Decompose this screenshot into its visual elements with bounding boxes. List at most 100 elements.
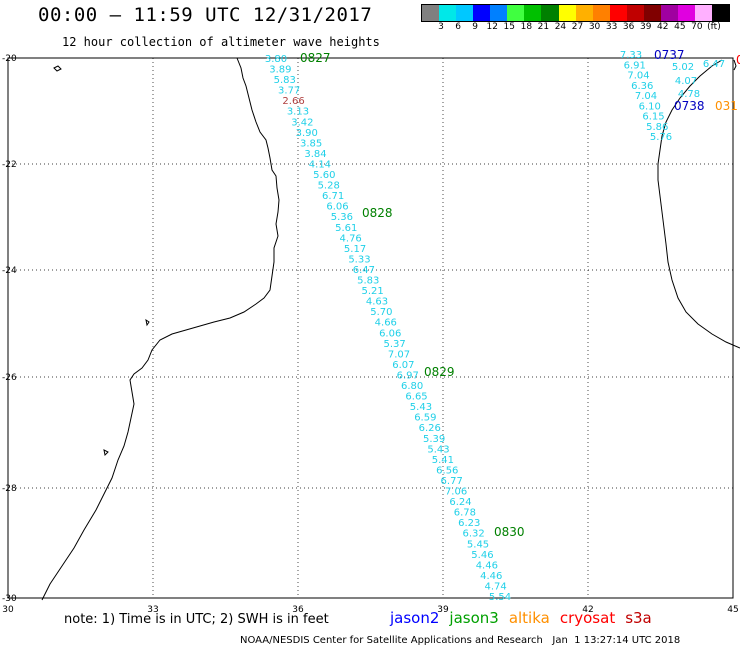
wave-height-value: 6.07 <box>392 360 414 371</box>
legend-cryosat: cryosat <box>559 609 616 627</box>
scale-swatch <box>677 5 695 21</box>
wave-height-value: 6.47 <box>353 265 375 276</box>
map-frame <box>7 57 734 599</box>
wave-height-value: 6.36 <box>631 81 653 92</box>
pass-time-label: 0737 <box>654 48 685 62</box>
wave-height-value: 4.46 <box>476 560 498 571</box>
scale-label: (ft) <box>707 22 721 32</box>
wave-height-value: 6.91 <box>624 60 646 71</box>
scale-label: 36 <box>622 22 635 32</box>
scale-swatch <box>490 5 508 21</box>
pass-time-label: 0827 <box>300 51 331 65</box>
wave-height-value: 3.13 <box>287 107 309 118</box>
wave-height-value: 3.89 <box>269 65 291 76</box>
scale-label: 30 <box>588 22 601 32</box>
lat-lon-grid: 30 33 36 39 42 45 -20 -22 -24 -26 -28 -30 <box>2 54 739 615</box>
wave-height-value: 4.46 <box>480 571 502 582</box>
scale-swatch <box>609 5 627 21</box>
lat-label: -20 <box>2 54 17 64</box>
pass-time-label: 0828 <box>362 206 393 220</box>
wave-height-value: 6.06 <box>379 328 401 339</box>
wave-height-value: 3.80 <box>265 54 287 65</box>
wave-height-value: 7.07 <box>388 349 410 360</box>
lon-label: 42 <box>582 605 593 615</box>
lat-label: -30 <box>2 594 17 604</box>
wave-height-value: 5.36 <box>331 212 353 223</box>
scale-label: 3 <box>438 22 444 32</box>
legend-jason2: jason2 <box>390 609 440 627</box>
wave-height-value: 6.65 <box>405 392 427 403</box>
wave-height-value: 5.02 <box>672 62 694 73</box>
wave-height-value: 3.84 <box>304 149 326 160</box>
scale-swatch <box>695 5 713 21</box>
legend-s3a: s3a <box>625 609 652 627</box>
scale-label: 12 <box>486 22 498 32</box>
scale-label: 45 <box>674 22 686 32</box>
wave-height-value: 4.07 <box>675 76 697 87</box>
wave-height-value: 6.06 <box>326 202 348 213</box>
wave-height-value: 5.43 <box>427 444 449 455</box>
wave-height-value: 4.74 <box>484 581 506 592</box>
wave-height-value: 3.85 <box>300 138 322 149</box>
wave-height-value: 6.10 <box>639 101 661 112</box>
scale-label: 70 <box>691 22 703 32</box>
pass-time-label: 0738 <box>674 99 705 113</box>
scale-swatch <box>422 5 440 21</box>
wave-height-value: 5.45 <box>467 539 489 550</box>
legend-jason3: jason3 <box>449 609 499 627</box>
wave-height-value: 6.23 <box>458 518 480 529</box>
map-subtitle: 12 hour collection of altimeter wave hei… <box>62 35 380 49</box>
wave-height-value: 6.97 <box>397 370 419 381</box>
wave-height-value: 3.77 <box>278 86 300 97</box>
wave-height-value: 7.04 <box>635 91 657 102</box>
scale-swatch <box>541 5 559 21</box>
wave-height-value: 6.47 <box>703 59 725 70</box>
wave-height-value: 5.83 <box>274 75 296 86</box>
lat-label: -22 <box>2 160 17 170</box>
madagascar-coastline <box>657 59 740 349</box>
wave-height-value: 7.06 <box>445 487 467 498</box>
scale-label: 42 <box>657 22 669 32</box>
scale-swatch <box>626 5 644 21</box>
small-islands <box>53 59 737 457</box>
wave-height-value: 6.26 <box>419 423 441 434</box>
wave-height-value: 5.41 <box>432 455 454 466</box>
wave-height-value: 3.90 <box>296 128 318 139</box>
wave-height-value: 6.15 <box>642 112 664 123</box>
pass-time-label: 0830 <box>494 525 525 539</box>
wave-height-value: 5.76 <box>650 132 672 143</box>
lon-label: 39 <box>437 605 449 615</box>
wave-height-value: 5.37 <box>383 339 405 350</box>
lat-label: -24 <box>2 266 17 276</box>
lon-label: 33 <box>147 605 158 615</box>
scale-label: 33 <box>605 22 618 32</box>
wave-height-value: 6.77 <box>441 476 463 487</box>
scale-label: 18 <box>520 22 533 32</box>
wave-height-value: 5.39 <box>423 434 445 445</box>
wave-height-value: 4.78 <box>678 89 700 100</box>
wave-height-value: 4.14 <box>309 159 331 170</box>
wave-height-value: 7.04 <box>627 71 649 82</box>
scale-label: 39 <box>639 22 652 32</box>
lon-label: 45 <box>727 605 738 615</box>
wave-height-value: 6.78 <box>454 508 476 519</box>
wave-height-value: 5.28 <box>318 181 340 192</box>
wave-height-value: 3.42 <box>291 117 313 128</box>
scale-swatch <box>660 5 678 21</box>
scale-swatch <box>643 5 661 21</box>
scale-swatch <box>575 5 593 21</box>
lon-label: 30 <box>2 605 14 615</box>
scale-swatch <box>456 5 474 21</box>
wave-height-value: 4.66 <box>375 318 397 329</box>
color-scale-labels: 3 6 9 12 15 18 21 24 27 30 33 36 39 42 45 70 (ft) <box>421 22 731 34</box>
wave-height-value: 6.59 <box>414 413 436 424</box>
wave-height-value: 5.21 <box>361 286 383 297</box>
wave-height-value: 2.66 <box>282 96 304 107</box>
lon-label: 36 <box>292 605 304 615</box>
wave-height-value: 5.70 <box>370 307 392 318</box>
wave-height-value: 5.17 <box>344 244 366 255</box>
scale-label: 27 <box>571 22 584 32</box>
coastline <box>41 57 740 601</box>
scale-label: 6 <box>455 22 461 32</box>
